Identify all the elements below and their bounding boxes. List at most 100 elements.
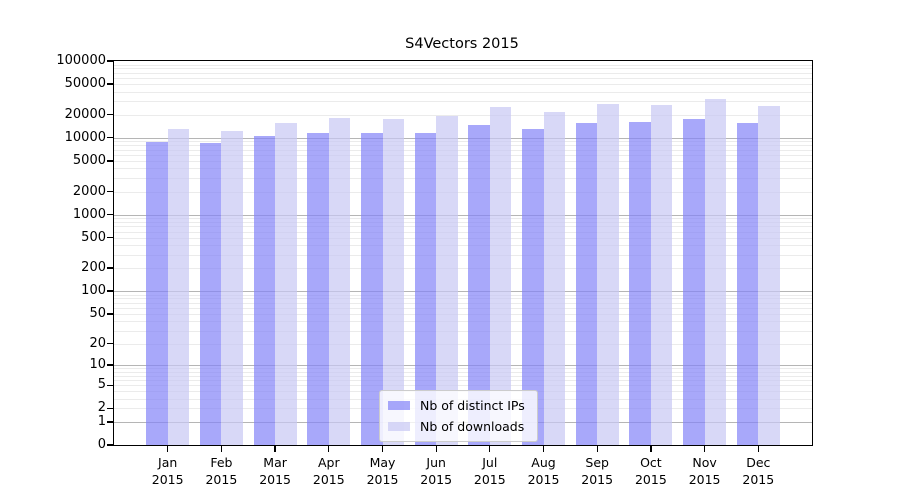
x-tick-year: 2015	[151, 471, 184, 487]
x-tick-label: Sep 2015	[569, 455, 625, 488]
gridline-major	[114, 291, 812, 293]
y-tick-mark	[106, 237, 113, 239]
gridline-minor	[114, 375, 812, 377]
x-tick-year: 2015	[634, 471, 667, 487]
x-tick-year: 2015	[205, 471, 238, 487]
x-tick-month: Nov	[692, 455, 717, 470]
y-tick-label: 10000	[64, 129, 106, 145]
gridline-minor	[114, 141, 812, 143]
gridline-minor	[114, 218, 812, 220]
gridline-minor	[114, 226, 812, 228]
x-tick-mark	[435, 446, 437, 452]
x-tick-mark	[757, 446, 759, 452]
legend-swatch-downloads	[388, 422, 410, 431]
y-tick-mark	[106, 83, 113, 85]
chart-title: S4Vectors 2015	[405, 36, 519, 52]
gridline-minor	[114, 222, 812, 223]
x-tick-label: Nov 2015	[677, 455, 733, 488]
bar-distinct-ips	[683, 119, 705, 445]
x-tick-label: Aug 2015	[516, 455, 572, 488]
y-tick-mark	[106, 384, 113, 386]
bar-downloads	[704, 99, 727, 445]
y-tick-mark	[106, 407, 113, 410]
gridline-minor	[114, 268, 812, 270]
bar-distinct-ips	[414, 132, 437, 445]
bar-downloads	[758, 106, 780, 445]
x-tick-month: Feb	[210, 455, 233, 470]
x-tick-mark	[489, 446, 491, 452]
legend-label-distinct-ips: Nb of distinct IPs	[420, 398, 525, 413]
bar-downloads	[543, 111, 565, 445]
x-tick-label: Mar 2015	[247, 455, 303, 488]
gridline-minor	[114, 321, 812, 323]
gridline-minor	[114, 330, 812, 332]
gridline-minor	[114, 68, 812, 70]
x-tick-label: Dec 2015	[730, 455, 786, 488]
gridline-minor	[114, 294, 812, 296]
x-tick-label: Jan 2015	[140, 455, 196, 488]
x-tick-month: Mar	[263, 455, 287, 470]
gridline-minor	[114, 114, 812, 116]
gridline-major	[114, 214, 812, 216]
x-tick-month: Sep	[585, 455, 609, 470]
gridline-minor	[114, 191, 812, 193]
y-tick-label: 10	[89, 357, 106, 372]
y-tick-label: 5000	[72, 152, 106, 168]
x-tick-month: Jun	[426, 455, 446, 470]
x-tick-label: May 2015	[355, 455, 411, 488]
bar-downloads	[650, 105, 673, 445]
x-tick-month: May	[369, 455, 396, 470]
gridline-minor	[114, 302, 812, 304]
gridline-minor	[114, 307, 812, 309]
x-tick-month: Jan	[158, 455, 178, 470]
x-tick-month: Aug	[531, 455, 556, 470]
gridline-minor	[114, 168, 812, 170]
gridline-minor	[114, 149, 812, 151]
bar-distinct-ips	[253, 135, 276, 445]
x-tick-mark	[274, 446, 276, 452]
x-tick-year: 2015	[259, 471, 291, 487]
legend-label-downloads: Nb of downloads	[420, 419, 525, 434]
y-tick-label: 1000	[72, 206, 106, 222]
x-tick-mark	[328, 446, 330, 452]
gridline-minor	[114, 154, 812, 156]
gridline-minor	[114, 343, 812, 345]
x-tick-label: Oct 2015	[623, 455, 679, 488]
bar-downloads	[597, 104, 619, 445]
x-tick-year: 2015	[420, 471, 453, 487]
x-tick-year: 2015	[527, 471, 560, 487]
gridline-minor	[114, 78, 812, 79]
gridline-minor	[114, 385, 812, 387]
gridline-major	[114, 137, 812, 139]
y-tick-label: 50	[89, 305, 106, 321]
x-tick-month: Oct	[640, 455, 662, 470]
y-tick-label: 0	[97, 437, 106, 452]
y-tick-label: 20	[89, 335, 106, 351]
y-tick-mark	[106, 444, 113, 446]
bar-distinct-ips	[361, 133, 383, 445]
x-tick-label: Feb 2015	[193, 455, 249, 488]
gridline-minor	[114, 237, 812, 239]
bar-downloads	[167, 129, 190, 445]
bar-downloads	[275, 123, 297, 445]
x-tick-month: Dec	[746, 455, 771, 470]
y-tick-mark	[106, 421, 113, 423]
gridline-minor	[114, 91, 812, 93]
gridline-minor	[114, 177, 812, 179]
y-tick-label: 500	[81, 229, 106, 245]
bar-downloads	[382, 119, 404, 445]
gridline-minor	[114, 84, 812, 86]
y-tick-mark	[106, 60, 113, 62]
y-tick-mark	[106, 267, 113, 269]
x-tick-mark	[542, 446, 545, 452]
y-tick-label: 5	[97, 377, 106, 393]
bar-downloads	[328, 118, 351, 445]
x-tick-mark	[167, 446, 169, 452]
gridline-minor	[114, 245, 812, 247]
legend-swatch-distinct-ips	[388, 401, 410, 410]
gridline-minor	[114, 298, 812, 300]
legend-row-distinct-ips: Nb of distinct IPs	[388, 398, 525, 413]
x-tick-mark	[703, 446, 706, 452]
y-tick-label: 50000	[64, 76, 106, 92]
